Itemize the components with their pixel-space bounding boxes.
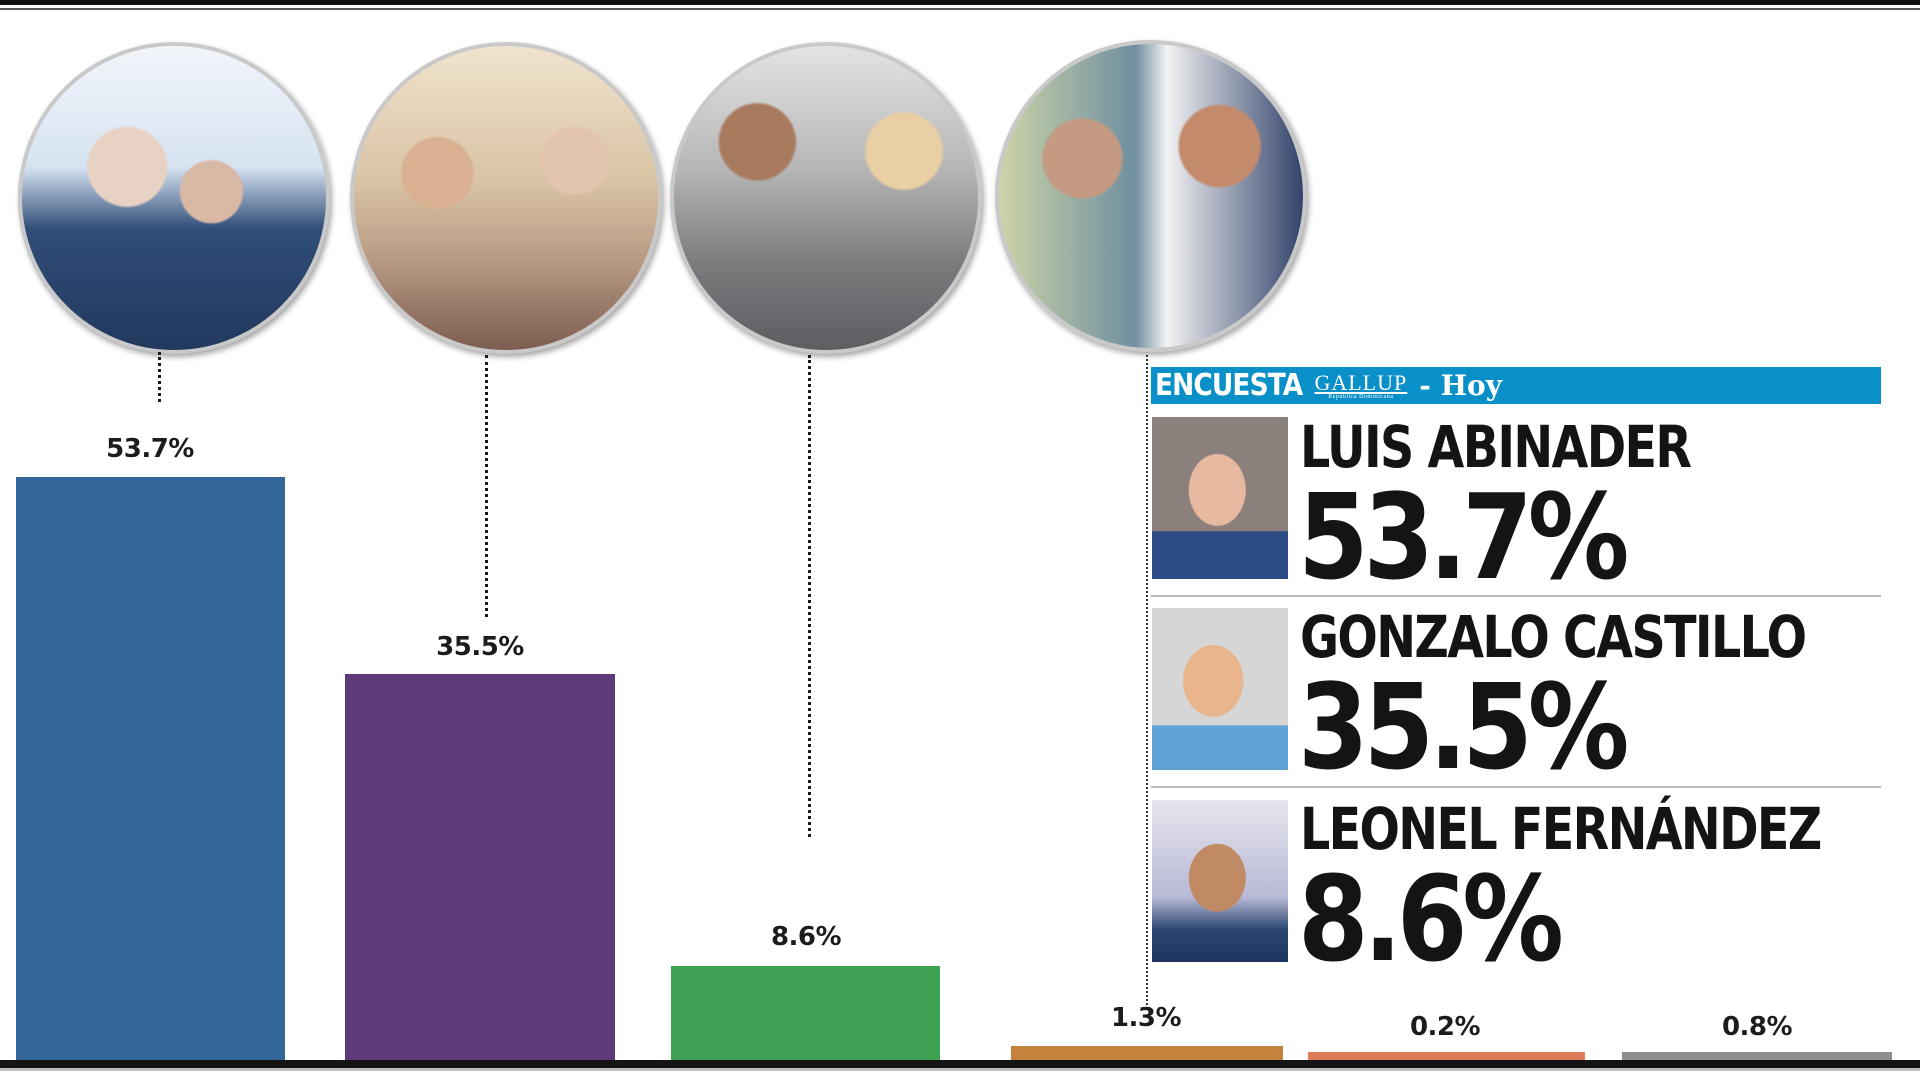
header-encuesta: ENCUESTA	[1155, 368, 1303, 403]
top-rule-thin	[0, 8, 1920, 10]
candidate-percent-2: 35.5%	[1298, 658, 1629, 796]
candidate-photo-circle-1	[18, 42, 330, 354]
header-hoy: - Hoy	[1419, 369, 1502, 402]
panel-leader-line	[1146, 355, 1148, 1005]
bar-2	[345, 674, 615, 1060]
candidate-photo-circle-3	[670, 42, 982, 354]
gallup-logo-text: GALLUP	[1314, 369, 1408, 395]
candidate-portrait-1	[1152, 417, 1288, 579]
candidate-percent-3: 8.6%	[1298, 850, 1564, 988]
candidate-name-3: LEONEL FERNÁNDEZ	[1300, 795, 1822, 863]
bar-5	[1308, 1052, 1585, 1060]
bar-1	[16, 477, 285, 1060]
candidate-percent-1: 53.7%	[1298, 468, 1629, 606]
candidate-name-1: LUIS ABINADER	[1300, 413, 1692, 481]
bar-4	[1011, 1046, 1283, 1060]
top-rule-thick	[0, 0, 1920, 5]
panel-separator-1	[1151, 595, 1881, 597]
poll-header: ENCUESTA GALLUP República Dominicana - H…	[1151, 367, 1881, 404]
bar-label-6: 0.8%	[1721, 1012, 1793, 1042]
bar-label-4: 1.3%	[1110, 1003, 1182, 1033]
leader-line-3	[808, 355, 811, 837]
candidate-photo-circle-4	[995, 40, 1307, 352]
chart-baseline	[0, 1060, 1920, 1068]
bar-label-1: 53.7%	[106, 434, 194, 464]
bar-6	[1622, 1052, 1892, 1060]
panel-separator-2	[1151, 786, 1881, 788]
bar-label-5: 0.2%	[1409, 1012, 1481, 1042]
leader-line-2	[485, 355, 488, 617]
candidate-name-2: GONZALO CASTILLO	[1300, 603, 1807, 671]
gallup-logo-subtitle: República Dominicana	[1328, 393, 1394, 400]
leader-line-1	[158, 352, 161, 402]
bar-label-3: 8.6%	[770, 922, 842, 952]
candidate-portrait-3	[1152, 800, 1288, 962]
candidate-portrait-2	[1152, 608, 1288, 770]
chart-baseline-shadow	[0, 1068, 1920, 1071]
bar-label-2: 35.5%	[436, 632, 524, 662]
bar-3	[671, 966, 940, 1060]
candidate-photo-circle-2	[350, 42, 662, 354]
gallup-logo: GALLUP República Dominicana	[1314, 369, 1408, 400]
